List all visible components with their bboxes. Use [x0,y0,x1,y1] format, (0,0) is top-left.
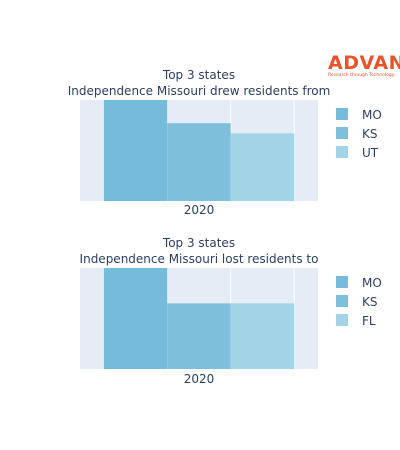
legend-swatch-fl[interactable] [336,314,348,326]
chart-2-bars [103,268,295,369]
legend-swatch-mo[interactable] [336,276,348,288]
chart-1: Top 3 states Independence Missouri drew … [68,68,382,217]
bar-mo[interactable] [103,268,168,369]
legend-label-mo[interactable]: MO [362,276,382,290]
brand-logo: ADVAN Research through Technology [328,52,400,78]
legend-label-ut[interactable]: UT [362,146,379,160]
bar-ks[interactable] [167,123,231,201]
bar-ks[interactable] [167,303,231,369]
legend-label-ks[interactable]: KS [362,127,378,141]
chart-1-title-line-2: Independence Missouri drew residents fro… [68,84,331,98]
bar-ut[interactable] [230,133,295,201]
chart-1-title-line-1: Top 3 states [162,68,235,82]
legend-swatch-mo[interactable] [336,108,348,120]
legend-swatch-ut[interactable] [336,146,348,158]
chart-2-legend: MO KS FL [336,276,382,328]
chart-2: Top 3 states Independence Missouri lost … [80,236,382,386]
chart-1-bars [103,100,295,201]
legend-swatch-ks[interactable] [336,127,348,139]
chart-1-legend: MO KS UT [336,108,382,160]
chart-2-title-line-2: Independence Missouri lost residents to [80,252,319,266]
legend-swatch-ks[interactable] [336,295,348,307]
chart-2-title-line-1: Top 3 states [162,236,235,250]
bar-mo[interactable] [103,100,168,201]
chart-2-x-tick-label: 2020 [184,372,215,386]
brand-logo-tagline: Research through Technology [328,72,395,78]
legend-label-fl[interactable]: FL [362,314,376,328]
legend-label-mo[interactable]: MO [362,108,382,122]
chart-1-x-tick-label: 2020 [184,203,215,217]
bar-fl[interactable] [230,303,295,369]
brand-logo-wordmark: ADVAN [328,52,400,74]
legend-label-ks[interactable]: KS [362,295,378,309]
